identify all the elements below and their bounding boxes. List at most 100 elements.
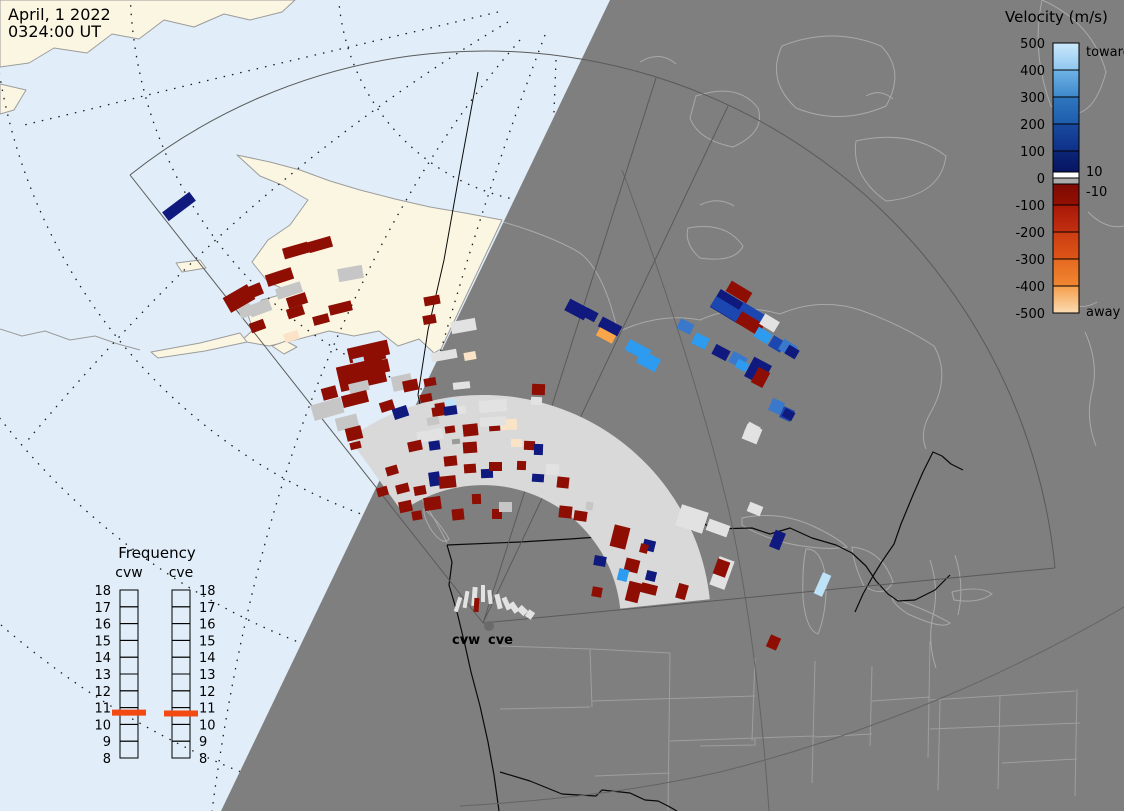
colorbar-tick-label: -100 — [1015, 199, 1045, 214]
velocity-cell — [340, 390, 370, 408]
colorbar-plus10-label: 10 — [1086, 165, 1103, 180]
velocity-cell — [451, 508, 465, 521]
colorbar-segment — [1052, 42, 1080, 71]
velocity-cell — [375, 485, 390, 498]
radar-fan-outline — [129, 50, 1056, 624]
velocity-cell — [471, 493, 482, 505]
velocity-cell — [428, 471, 441, 487]
velocity-cell — [395, 482, 410, 495]
atlantic-coast — [854, 451, 964, 613]
frequency-tick-label: 16 — [199, 618, 216, 633]
velocity-cell — [609, 524, 631, 550]
velocity-cell — [744, 421, 761, 438]
velocity-cell — [524, 609, 536, 620]
velocity-cell — [430, 348, 458, 363]
colorbar-tick-label: -300 — [1015, 253, 1045, 268]
colorbar-zero-band-away — [1052, 177, 1080, 185]
frequency-tick-label: 10 — [199, 718, 216, 733]
frequency-tick-label: 8 — [199, 752, 207, 767]
frequency-tick-label: 15 — [199, 634, 216, 649]
velocity-cell — [489, 462, 502, 471]
velocity-cell — [725, 280, 753, 304]
colorbar-segment — [1052, 231, 1080, 260]
velocity-cell — [511, 439, 522, 447]
velocity-cell — [591, 586, 603, 598]
velocity-cell — [734, 358, 750, 373]
velocity-cell — [462, 423, 479, 437]
frequency-tick-label: 16 — [94, 618, 111, 633]
velocity-cell — [711, 343, 731, 362]
velocity-cell — [494, 593, 503, 610]
velocity-cell — [478, 399, 508, 413]
velocity-cell — [781, 407, 796, 422]
frequency-tick-label: 14 — [94, 651, 111, 666]
velocity-cell — [753, 326, 773, 345]
velocity-cell — [452, 381, 471, 390]
velocity-cell — [462, 441, 478, 454]
velocity-cell — [411, 510, 423, 521]
velocity-cell — [691, 332, 710, 350]
velocity-cell — [616, 567, 630, 583]
velocity-cell — [479, 416, 507, 427]
velocity-cell — [422, 313, 437, 326]
colorbar-segment — [1052, 183, 1080, 206]
velocity-cell — [443, 405, 458, 416]
velocity-cell — [593, 555, 607, 567]
velocity-cell — [451, 438, 461, 445]
frequency-col-label-cvw: cvw — [115, 565, 142, 581]
velocity-cell — [640, 582, 658, 596]
velocity-cell — [419, 393, 433, 403]
velocity-cell — [349, 440, 362, 451]
velocity-cell — [746, 501, 764, 517]
velocity-cell — [306, 235, 334, 254]
chukotka-cape — [0, 83, 27, 115]
velocity-cell — [222, 284, 256, 313]
velocity-cell — [431, 406, 446, 417]
velocity-cell — [402, 378, 419, 393]
velocity-cell — [639, 543, 649, 554]
colorbar-tick-label: 400 — [1020, 64, 1045, 79]
colorbar-minus10-label: -10 — [1086, 185, 1107, 200]
velocity-cell — [285, 304, 306, 320]
colorbar-toward-label: toward — [1086, 45, 1124, 60]
velocity-cell — [759, 313, 780, 333]
aleutian-coast — [0, 328, 141, 351]
velocity-cell — [312, 313, 330, 326]
colorbar-segment — [1052, 285, 1080, 314]
velocity-cell — [162, 191, 196, 222]
velocity-cell — [281, 241, 311, 260]
radar-site-dot — [484, 621, 494, 631]
velocity-cell — [423, 294, 441, 307]
night-region — [221, 0, 1124, 811]
velocity-cell — [372, 358, 391, 375]
velocity-cell — [248, 318, 267, 334]
velocity-cell — [428, 440, 441, 451]
colorbar-segment — [1052, 204, 1080, 233]
velocity-cell — [391, 404, 410, 421]
graticule-night — [459, 169, 1124, 811]
colorbar-tick-label: 300 — [1020, 91, 1045, 106]
velocity-cell — [334, 413, 360, 432]
velocity-cell — [426, 416, 440, 426]
velocity-cell — [523, 440, 536, 451]
velocity-cell — [531, 383, 546, 396]
velocity-cell — [378, 399, 396, 413]
velocity-cell — [237, 303, 254, 319]
velocity-cell — [473, 597, 480, 613]
colorbar-tick-label: 500 — [1020, 37, 1045, 52]
colorbar-tick-label: -400 — [1015, 280, 1045, 295]
date-label: April, 1 2022 — [8, 5, 111, 24]
velocity-cell — [310, 397, 345, 421]
alaska-peninsula — [150, 332, 248, 359]
velocity-cell — [635, 349, 662, 373]
st-lawrence-island — [175, 259, 207, 273]
velocity-cell — [320, 385, 339, 401]
frequency-tick-label: 10 — [94, 718, 111, 733]
colorbar-tick-label: 200 — [1020, 118, 1045, 133]
velocity-cell — [344, 425, 364, 442]
velocity-cell — [738, 302, 766, 325]
pacific-coast — [446, 544, 500, 811]
frequency-tick-label: 11 — [199, 702, 216, 717]
